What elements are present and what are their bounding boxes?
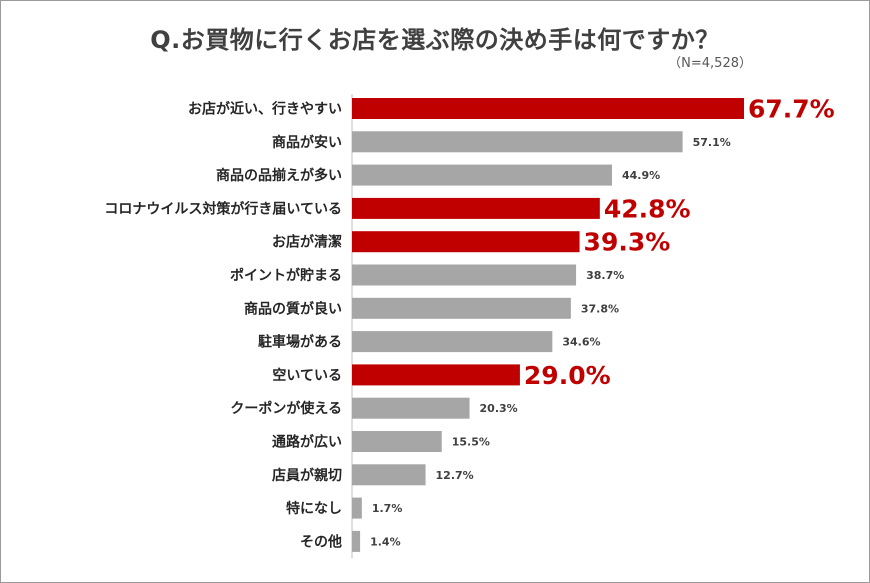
bar (352, 197, 600, 219)
category-label: 店員が親切 (272, 467, 342, 484)
category-label: 特になし (286, 500, 342, 517)
value-label: 39.3% (584, 228, 671, 257)
category-label: お店が近い、行きやすい (188, 101, 342, 118)
value-label: 37.8% (581, 302, 619, 315)
bar (352, 297, 571, 319)
bar (352, 364, 520, 386)
bar (352, 264, 577, 286)
value-label: 29.0% (524, 361, 611, 390)
category-label: その他 (300, 533, 342, 550)
category-label: クーポンが使える (230, 400, 342, 417)
bar (352, 231, 580, 253)
category-label: お店が清潔 (272, 234, 342, 251)
bar (352, 131, 683, 153)
bar (352, 331, 553, 353)
value-label: 42.8% (604, 194, 691, 223)
value-label: 15.5% (452, 436, 490, 449)
value-label: 57.1% (693, 136, 731, 149)
category-label: 商品の品揃えが多い (216, 167, 342, 184)
category-label: 商品の質が良い (244, 300, 342, 317)
category-label: ポイントが貯まる (230, 267, 342, 284)
sample-size-note: （N=4,528） (668, 56, 752, 71)
bar (352, 164, 612, 186)
category-label: 空いている (272, 367, 342, 384)
category-label: 駐車場がある (258, 334, 342, 351)
chart-title: Q.お買物に行くお店を選ぶ際の決め手は何ですか？ (150, 26, 720, 54)
value-label: 12.7% (436, 469, 474, 482)
bar (352, 98, 744, 119)
bar (352, 397, 470, 419)
value-label: 20.3% (480, 402, 518, 415)
value-label: 1.4% (370, 535, 401, 548)
bar (352, 530, 361, 552)
category-label: 通路が広い (272, 434, 342, 451)
bar (352, 464, 426, 486)
value-label: 34.6% (562, 336, 600, 349)
category-label: 商品が安い (272, 134, 342, 151)
value-label: 38.7% (586, 269, 624, 282)
bar (352, 497, 362, 519)
value-label: 67.7% (748, 95, 835, 124)
bars-group: お店が近い、行きやすい 67.7% 商品が安い 57.1% 商品の品揃えが多い 44.9%… (104, 94, 835, 559)
value-label: 44.9% (622, 169, 660, 182)
value-label: 1.7% (372, 502, 403, 515)
category-label: コロナウイルス対策が行き届いている (104, 200, 342, 217)
bar (352, 431, 442, 452)
